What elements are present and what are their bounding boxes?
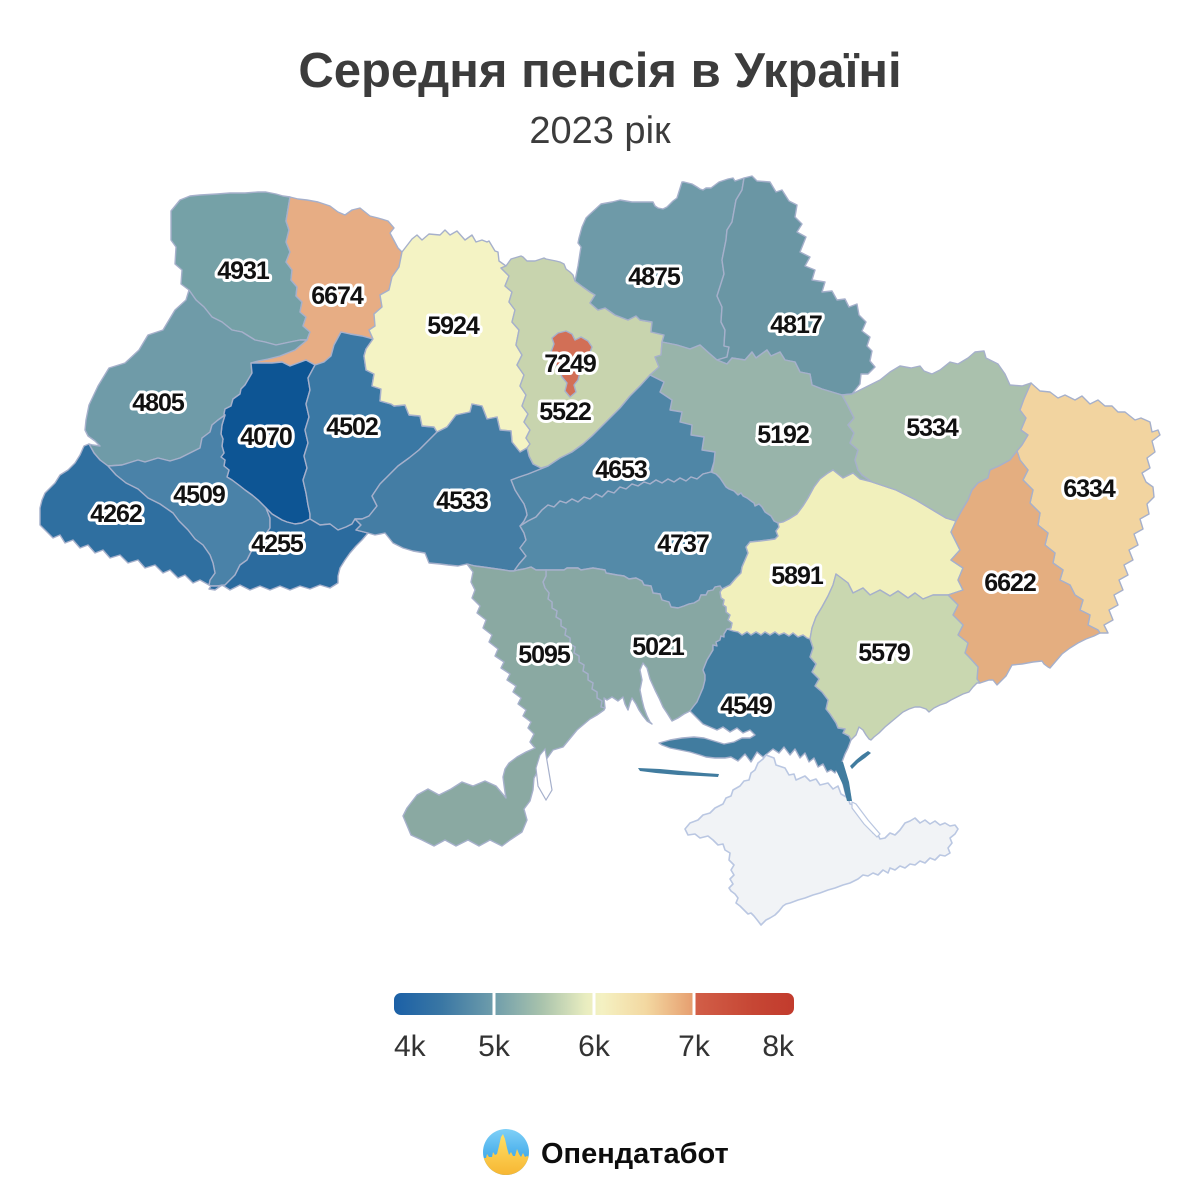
svg-text:6622: 6622: [984, 569, 1036, 597]
svg-text:5192: 5192: [757, 421, 809, 449]
svg-text:4549: 4549: [720, 692, 772, 720]
svg-text:4070: 4070: [240, 423, 292, 451]
svg-text:4737: 4737: [657, 530, 709, 558]
svg-text:4533: 4533: [436, 487, 488, 515]
svg-text:5k: 5k: [478, 1030, 511, 1063]
svg-text:6674: 6674: [311, 282, 364, 310]
svg-text:4875: 4875: [628, 263, 681, 291]
svg-text:5522: 5522: [539, 398, 591, 426]
svg-text:6k: 6k: [578, 1030, 611, 1063]
svg-text:5334: 5334: [906, 414, 959, 442]
svg-text:5021: 5021: [632, 633, 685, 661]
svg-text:4502: 4502: [326, 413, 378, 441]
svg-text:4262: 4262: [90, 500, 142, 528]
svg-text:4255: 4255: [251, 530, 304, 558]
svg-text:7k: 7k: [678, 1030, 711, 1063]
svg-text:5579: 5579: [858, 639, 910, 667]
svg-text:Опендатабот: Опендатабот: [541, 1138, 729, 1170]
svg-text:7249: 7249: [544, 350, 596, 378]
svg-text:4k: 4k: [394, 1030, 427, 1063]
svg-text:8k: 8k: [762, 1030, 795, 1063]
svg-text:4509: 4509: [173, 481, 225, 509]
svg-text:5924: 5924: [427, 312, 480, 340]
svg-text:4817: 4817: [770, 311, 822, 339]
svg-text:5891: 5891: [771, 562, 824, 590]
svg-text:4805: 4805: [132, 389, 185, 417]
svg-text:2023 рік: 2023 рік: [529, 110, 671, 152]
svg-text:4931: 4931: [217, 257, 270, 285]
svg-text:6334: 6334: [1063, 475, 1116, 503]
svg-text:4653: 4653: [595, 456, 647, 484]
svg-text:Середня пенсія в Україні: Середня пенсія в Україні: [298, 44, 901, 98]
svg-text:5095: 5095: [518, 641, 571, 669]
